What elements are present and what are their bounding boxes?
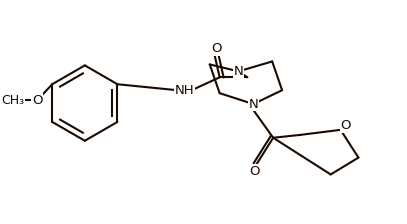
Text: O: O bbox=[249, 165, 260, 178]
Text: CH₃: CH₃ bbox=[1, 94, 24, 107]
Text: N: N bbox=[234, 65, 243, 78]
Text: N: N bbox=[249, 98, 258, 111]
Text: NH: NH bbox=[175, 84, 195, 97]
Text: O: O bbox=[211, 42, 222, 55]
Text: O: O bbox=[340, 119, 351, 132]
Text: O: O bbox=[32, 94, 43, 107]
